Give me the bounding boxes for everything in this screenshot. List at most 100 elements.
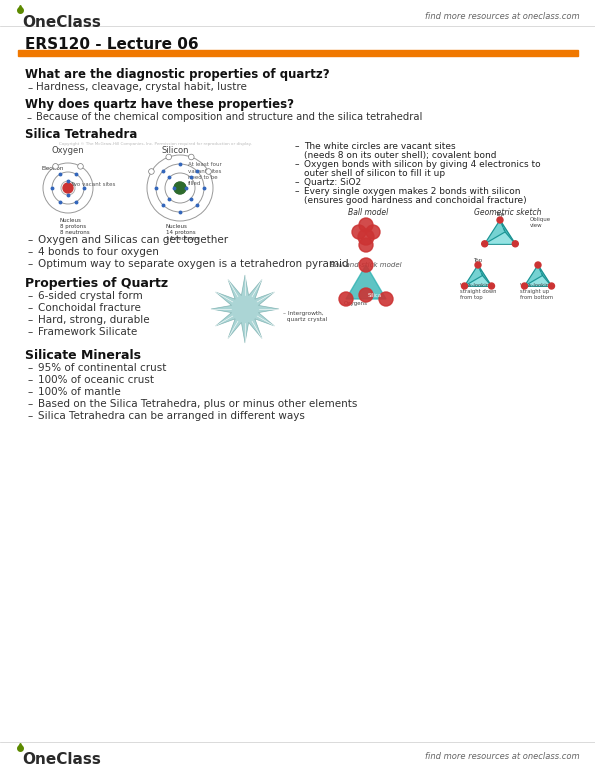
Text: Nucleus
8 protons
8 neutrons: Nucleus 8 protons 8 neutrons: [60, 218, 90, 236]
Circle shape: [53, 163, 58, 169]
Text: ERS120 - Lecture 06: ERS120 - Lecture 06: [25, 37, 199, 52]
Text: What are the diagnostic properties of quartz?: What are the diagnostic properties of qu…: [25, 68, 330, 81]
Text: Hardness, cleavage, crystal habit, lustre: Hardness, cleavage, crystal habit, lustr…: [36, 82, 247, 92]
Text: –: –: [27, 247, 32, 257]
Text: Silicate Minerals: Silicate Minerals: [25, 349, 141, 362]
Circle shape: [78, 163, 83, 169]
Circle shape: [366, 225, 380, 239]
Text: – Intergrowth,
  quartz crystal: – Intergrowth, quartz crystal: [283, 311, 327, 322]
Circle shape: [462, 283, 468, 289]
Polygon shape: [485, 232, 515, 244]
Circle shape: [497, 217, 503, 223]
Text: Optimum way to separate oxygen is a tetrahedron pyramid: Optimum way to separate oxygen is a tetr…: [38, 259, 349, 269]
Text: Hard, strong, durable: Hard, strong, durable: [38, 315, 149, 325]
Circle shape: [174, 182, 186, 194]
Text: The white circles are vacant sites: The white circles are vacant sites: [304, 142, 456, 151]
Text: (ensures good hardness and conchoidal fracture): (ensures good hardness and conchoidal fr…: [304, 196, 527, 205]
Text: find more resources at oneclass.com: find more resources at oneclass.com: [425, 12, 580, 21]
Text: Geometric sketch: Geometric sketch: [474, 208, 542, 217]
Text: Properties of Quartz: Properties of Quartz: [25, 277, 168, 290]
Text: –: –: [27, 303, 32, 313]
Text: Two vacant sites: Two vacant sites: [70, 182, 115, 187]
Text: Silicon: Silicon: [161, 146, 189, 155]
Polygon shape: [525, 265, 543, 286]
Text: –: –: [27, 259, 32, 269]
Text: Ball model: Ball model: [348, 208, 388, 217]
Text: Top: Top: [474, 258, 483, 263]
Circle shape: [359, 218, 373, 232]
Text: Conchoidal fracture: Conchoidal fracture: [38, 303, 141, 313]
Polygon shape: [465, 276, 491, 286]
Text: –: –: [27, 235, 32, 245]
Text: 100% of oceanic crust: 100% of oceanic crust: [38, 375, 154, 385]
Circle shape: [339, 292, 353, 306]
Text: outer shell of silicon to fill it up: outer shell of silicon to fill it up: [304, 169, 445, 178]
Text: Oxygen: Oxygen: [52, 146, 84, 155]
Text: Oxygens: Oxygens: [344, 301, 368, 306]
Polygon shape: [465, 265, 483, 286]
Bar: [18, 50, 578, 56]
Text: Nucleus
14 protons
14 neutrons: Nucleus 14 protons 14 neutrons: [166, 224, 199, 242]
Text: At least four
vacant sites
need to be
filled: At least four vacant sites need to be fi…: [188, 162, 222, 186]
Text: Silica Tetrahedra: Silica Tetrahedra: [25, 128, 137, 141]
Text: OneClass: OneClass: [22, 752, 101, 767]
Text: View-looking
straight up
from bottom: View-looking straight up from bottom: [520, 283, 553, 300]
Text: Oblique
view: Oblique view: [530, 217, 551, 228]
Circle shape: [206, 169, 211, 174]
Circle shape: [512, 241, 518, 247]
Text: find more resources at oneclass.com: find more resources at oneclass.com: [425, 752, 580, 761]
Text: Quartz: SiO2: Quartz: SiO2: [304, 178, 361, 187]
Circle shape: [189, 154, 194, 160]
Text: 95% of continental crust: 95% of continental crust: [38, 363, 167, 373]
Text: Silica Tetrahedra can be arranged in different ways: Silica Tetrahedra can be arranged in dif…: [38, 411, 305, 421]
Text: –: –: [27, 375, 32, 385]
Polygon shape: [500, 220, 515, 244]
Circle shape: [379, 292, 393, 306]
Text: –: –: [27, 315, 32, 325]
Circle shape: [488, 283, 494, 289]
Text: (needs 8 on its outer shell); covalent bond: (needs 8 on its outer shell); covalent b…: [304, 151, 496, 160]
Text: –: –: [295, 178, 299, 187]
Text: Silica: Silica: [368, 293, 382, 298]
Text: Framework Silicate: Framework Silicate: [38, 327, 137, 337]
Circle shape: [352, 225, 366, 239]
Text: Electron: Electron: [42, 166, 64, 171]
Text: –: –: [27, 363, 32, 373]
Text: Why does quartz have these properties?: Why does quartz have these properties?: [25, 98, 294, 111]
Text: –: –: [27, 291, 32, 301]
Text: 100% of mantle: 100% of mantle: [38, 387, 121, 397]
Circle shape: [482, 241, 488, 247]
Text: View-looking
straight down
from top: View-looking straight down from top: [460, 283, 496, 300]
Text: –: –: [27, 387, 32, 397]
Text: OneClass: OneClass: [22, 15, 101, 30]
Circle shape: [359, 288, 373, 302]
Circle shape: [475, 262, 481, 268]
Circle shape: [166, 154, 171, 160]
Text: 6-sided crystal form: 6-sided crystal form: [38, 291, 143, 301]
Circle shape: [359, 238, 373, 252]
Text: –: –: [295, 142, 299, 151]
Text: Copyright © The McGraw-Hill Companies, Inc. Permission required for reproduction: Copyright © The McGraw-Hill Companies, I…: [59, 142, 251, 146]
Circle shape: [63, 183, 73, 193]
Text: Oxygen and Silicas can get together: Oxygen and Silicas can get together: [38, 235, 228, 245]
Text: –: –: [27, 411, 32, 421]
Text: –: –: [295, 160, 299, 169]
Circle shape: [149, 169, 154, 174]
Circle shape: [359, 258, 373, 272]
Polygon shape: [346, 265, 386, 299]
Text: Every single oxygen makes 2 bonds with silicon: Every single oxygen makes 2 bonds with s…: [304, 187, 521, 196]
Circle shape: [521, 283, 528, 289]
Text: –: –: [27, 327, 32, 337]
Text: 4 bonds to four oxygen: 4 bonds to four oxygen: [38, 247, 159, 257]
Text: –: –: [27, 399, 32, 409]
Text: –: –: [27, 83, 32, 93]
Polygon shape: [478, 265, 491, 286]
Text: Because of the chemical composition and structure and the silica tetrahedral: Because of the chemical composition and …: [36, 112, 422, 122]
Circle shape: [549, 283, 555, 289]
Polygon shape: [485, 220, 505, 244]
Text: Ball-and-stick model: Ball-and-stick model: [330, 262, 402, 268]
Polygon shape: [538, 265, 552, 286]
Text: –: –: [27, 113, 32, 123]
Text: Oxygen bonds with silicon by giving 4 electronics to: Oxygen bonds with silicon by giving 4 el…: [304, 160, 541, 169]
Text: –: –: [295, 187, 299, 196]
